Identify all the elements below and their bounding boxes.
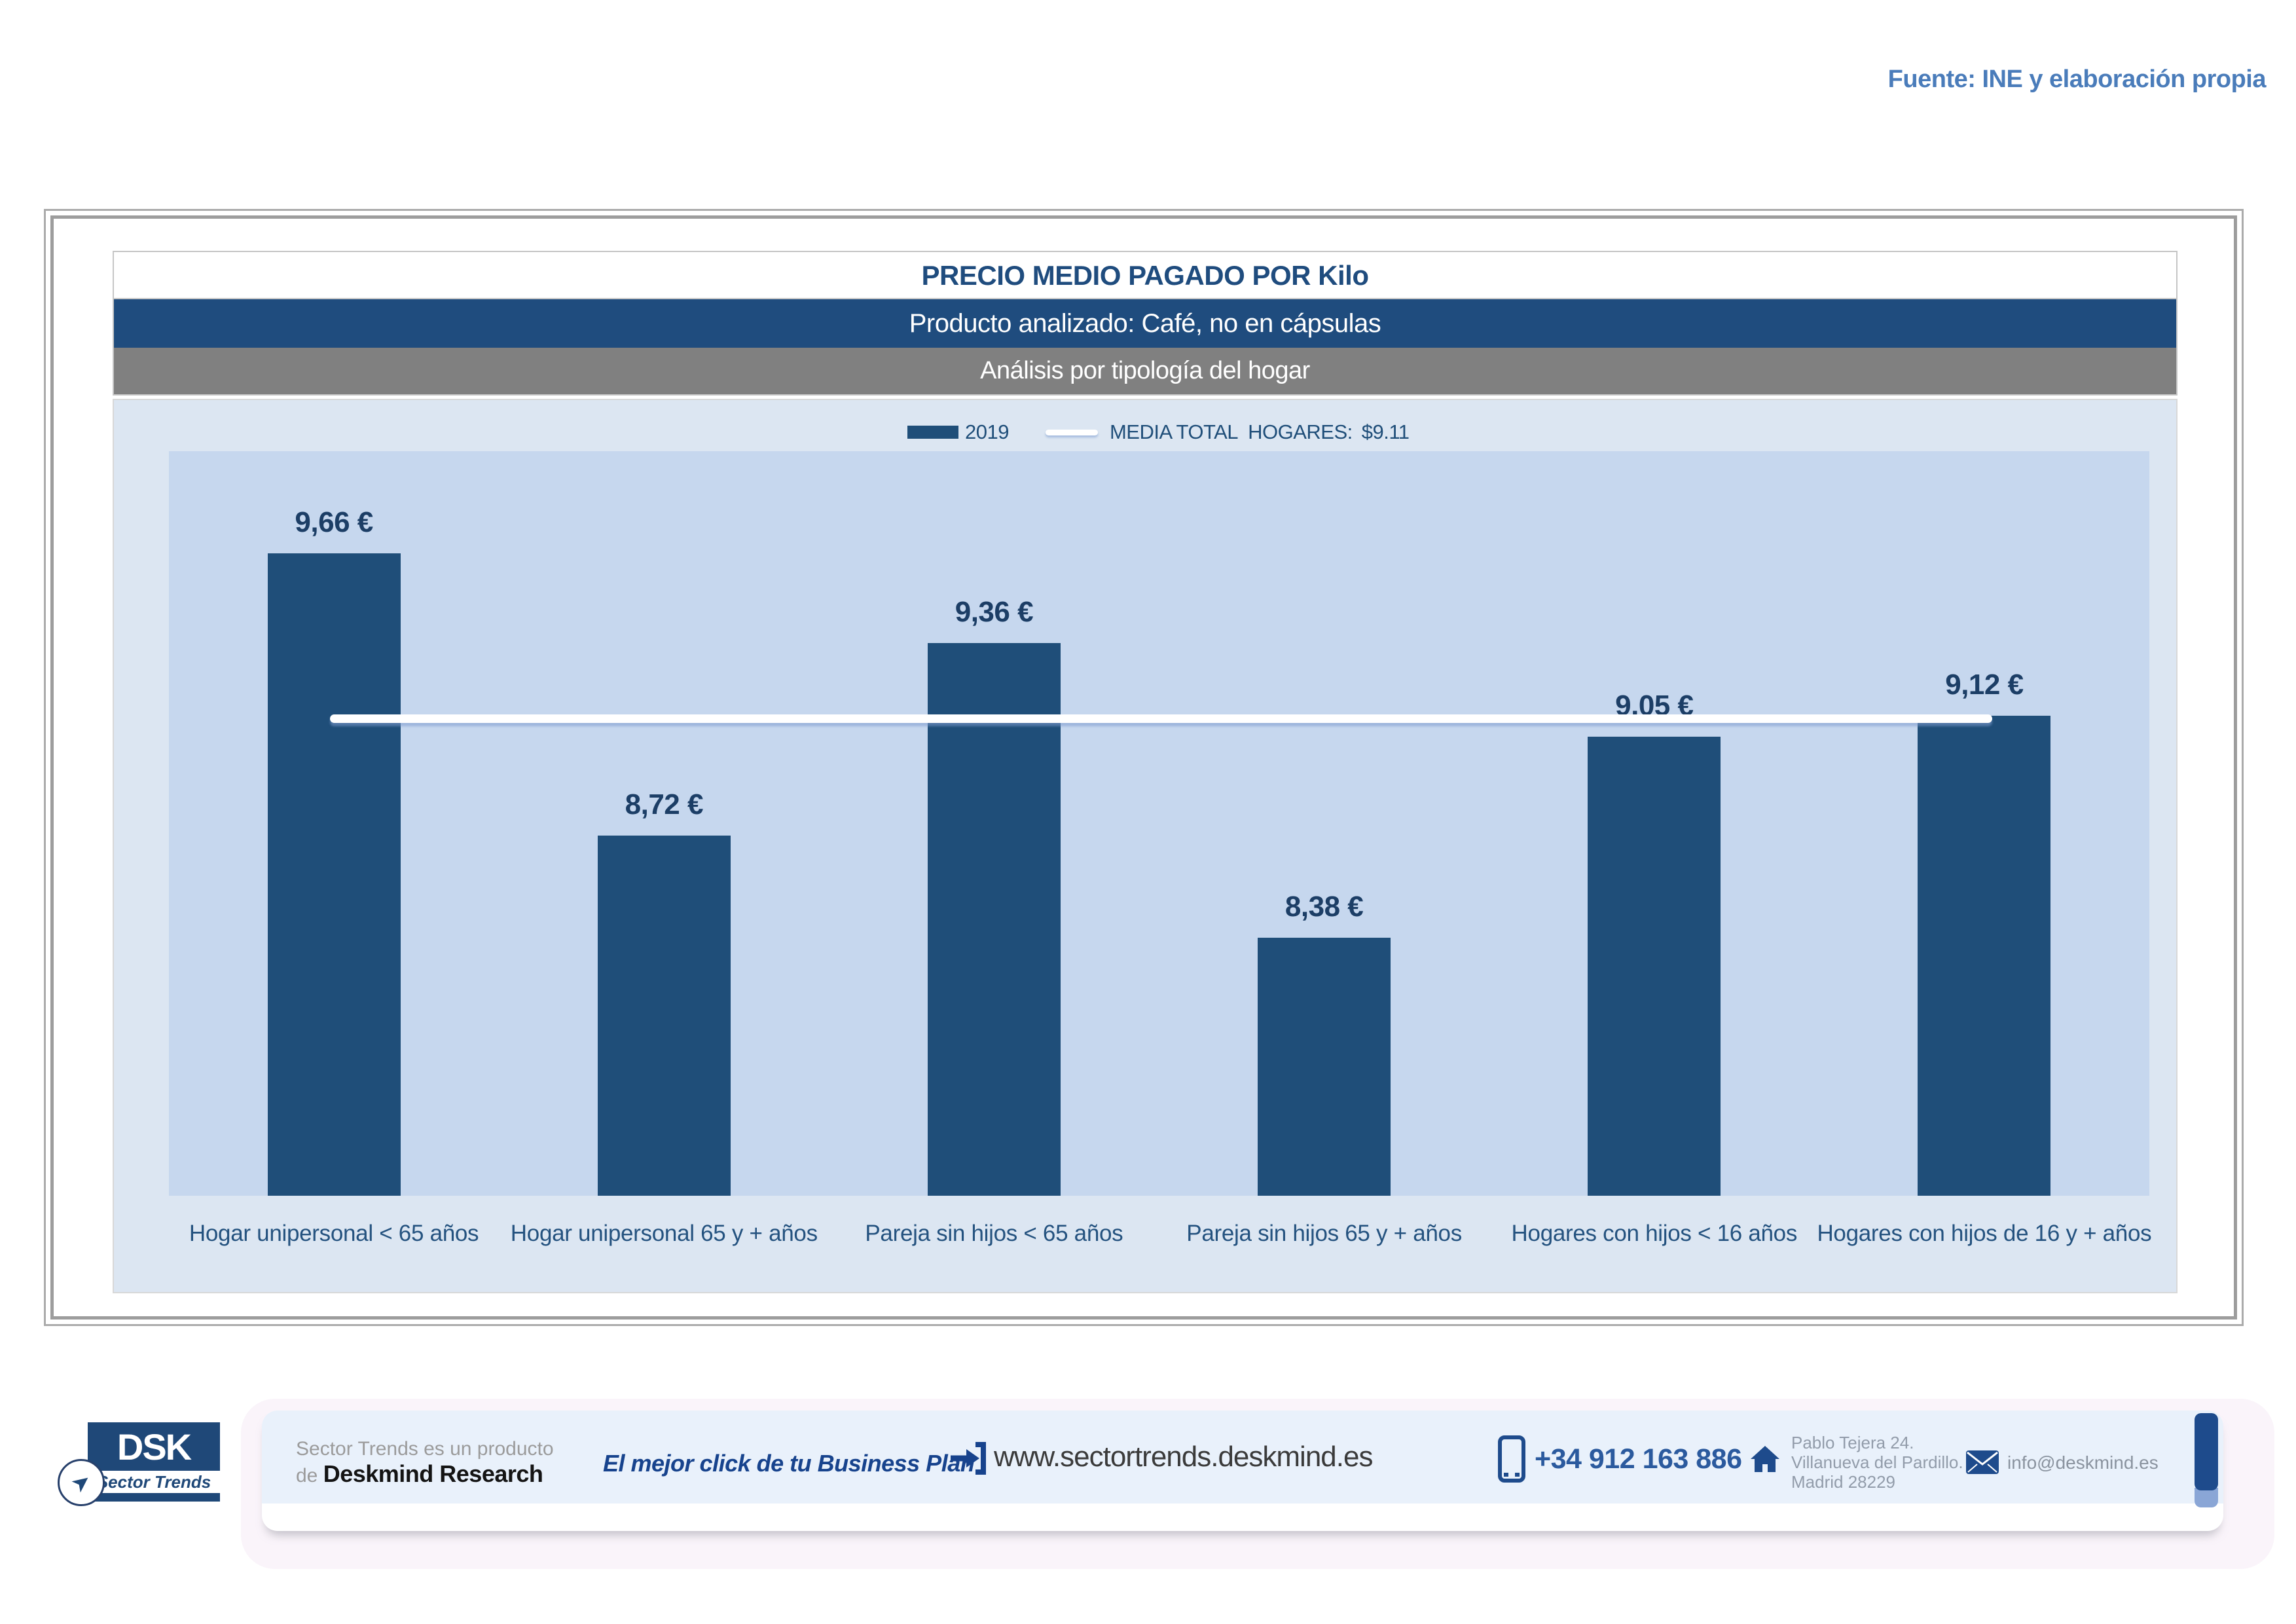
source-note: Fuente: INE y elaboración propia: [1887, 65, 2267, 93]
address-line-2: Villanueva del Pardillo.: [1791, 1452, 1963, 1472]
series-label: 2019: [965, 420, 1009, 443]
inner-frame: [50, 215, 2237, 1320]
footer-product-prefix: de: [296, 1465, 323, 1486]
chart-layer: 9,66 € Hogar unipersonal < 65 años 8,72 € H…: [114, 400, 2176, 1292]
footer-tagline: El mejor click de tu Business Plan: [603, 1450, 975, 1477]
bar-4: [1588, 736, 1721, 1196]
home-icon: [1749, 1445, 1781, 1477]
bar-value-label-1: 8,72 €: [625, 788, 704, 821]
category-label-1: Hogar unipersonal 65 y + años: [510, 1221, 818, 1246]
bar-value-label-0: 9,66 €: [295, 506, 373, 538]
product-band: Producto analizado: Café, no en cápsulas: [114, 299, 2176, 348]
cursor-arrow-icon: ➤: [66, 1467, 96, 1498]
website-link[interactable]: www.sectortrends.deskmind.es: [994, 1441, 1373, 1473]
phone-number[interactable]: +34 912 163 886: [1535, 1443, 1742, 1475]
media-total-line: [330, 714, 1992, 723]
series-swatch: [907, 426, 958, 439]
category-label-3: Pareja sin hijos 65 y + años: [1186, 1221, 1462, 1246]
outer-frame: [44, 209, 2244, 1326]
dsk-strip: [88, 1493, 220, 1502]
category-label-5: Hogares con hijos de 16 y + años: [1817, 1221, 2152, 1246]
chart-legend: 2019 MEDIA TOTAL HOGARES: $9.11: [907, 418, 1410, 446]
page-title: PRECIO MEDIO PAGADO POR Kilo: [114, 252, 2176, 299]
media-label: MEDIA TOTAL HOGARES:: [1109, 420, 1353, 443]
brand-name: Deskmind Research: [323, 1460, 543, 1487]
footer-scrollbar-track: [2195, 1488, 2218, 1507]
footer-scrollbar-thumb[interactable]: [2195, 1413, 2218, 1490]
footer-card: [262, 1411, 2223, 1531]
media-line-swatch: [1045, 429, 1098, 435]
bar-2: [927, 643, 1061, 1196]
address-line-1: Pablo Tejera 24.: [1791, 1433, 1914, 1452]
dsk-acronym: DSK: [117, 1426, 192, 1467]
footer-product-line-2: de Deskmind Research: [296, 1460, 543, 1488]
bar-value-label-3: 8,38 €: [1285, 890, 1364, 923]
bar-0: [267, 553, 401, 1196]
chart-area: 2019 MEDIA TOTAL HOGARES: $9.11 9,66 € Ho…: [113, 399, 2178, 1293]
dsk-logo-box: DSK: [88, 1422, 220, 1471]
dsk-subtitle: Sector Trends: [96, 1471, 211, 1492]
bar-value-label-5: 9,12 €: [1945, 668, 2024, 701]
email-link[interactable]: info@deskmind.es: [2007, 1452, 2159, 1473]
dsk-circle-badge: ➤: [58, 1459, 105, 1506]
address-line-3: Madrid 28229: [1791, 1472, 1895, 1492]
bar-1: [597, 835, 731, 1196]
phone-icon: [1497, 1435, 1526, 1486]
media-value: $9.11: [1361, 420, 1410, 443]
analysis-band: Análisis por tipología del hogar: [114, 348, 2176, 394]
category-label-0: Hogar unipersonal < 65 años: [189, 1221, 479, 1246]
plot-background: [169, 451, 2149, 1196]
bar-value-label-2: 9,36 €: [955, 596, 1034, 629]
dsk-logo: DSK Sector Trends ➤: [58, 1422, 227, 1514]
footer-strip: [262, 1411, 2223, 1504]
category-label-2: Pareja sin hijos < 65 años: [865, 1221, 1123, 1246]
envelope-icon: [1965, 1450, 1999, 1478]
dsk-subtitle-band: Sector Trends: [88, 1471, 220, 1493]
category-label-4: Hogares con hijos < 16 años: [1511, 1221, 1798, 1246]
arrow-bracket-icon: [948, 1439, 986, 1481]
bar-3: [1258, 937, 1391, 1196]
footer-product-line-1: Sector Trends es un producto: [296, 1438, 554, 1460]
bar-5: [1918, 715, 2051, 1196]
title-box: PRECIO MEDIO PAGADO POR Kilo Producto an…: [113, 251, 2178, 396]
address-block: Pablo Tejera 24. Villanueva del Pardillo…: [1791, 1433, 1963, 1492]
